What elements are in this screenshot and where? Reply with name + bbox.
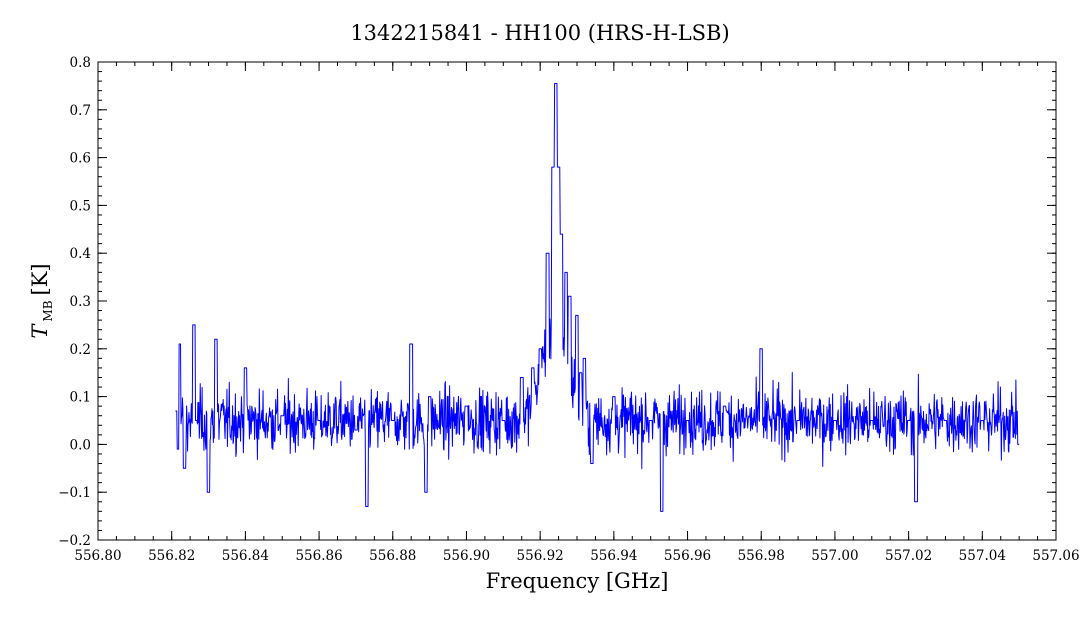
y-tick-label: 0.6: [70, 151, 91, 167]
x-axis-tick-labels: 556.80 556.82 556.84 556.86 556.88 556.90 556.…: [74, 548, 1079, 564]
series-line-spectrum: [175, 83, 1020, 512]
x-tick-label: 556.84: [222, 548, 269, 564]
y-axis-tick-labels: −0.2 −0.1 0.0 0.1 0.2 0.3 0.4 0.5 0.6 0.7 0.8: [58, 55, 91, 549]
x-tick-label: 557.04: [959, 548, 1006, 564]
y-axis-label: T MB [K]: [28, 263, 55, 338]
x-axis-label: Frequency [GHz]: [486, 569, 669, 593]
y-tick-label: −0.2: [58, 533, 91, 549]
axis-ticks: [97, 61, 1057, 541]
x-tick-label: 556.90: [443, 548, 490, 564]
y-tick-label: 0.7: [70, 103, 91, 119]
y-axis-label-symbol: T: [28, 323, 52, 339]
x-tick-label: 557.06: [1032, 548, 1079, 564]
y-axis-label-unit: [K]: [28, 263, 52, 295]
x-tick-label: 556.86: [295, 548, 342, 564]
chart-title: 1342215841 - HH100 (HRS-H-LSB): [350, 21, 729, 45]
y-tick-label: 0.1: [70, 390, 91, 406]
y-tick-label: 0.0: [70, 437, 91, 453]
x-tick-label: 556.82: [148, 548, 195, 564]
y-tick-label: 0.2: [70, 342, 91, 358]
y-tick-label: 0.4: [70, 246, 91, 262]
plot-area: [175, 83, 1020, 512]
y-tick-label: 0.5: [70, 198, 91, 214]
x-tick-label: 556.80: [74, 548, 121, 564]
y-tick-label: 0.8: [70, 55, 91, 71]
x-tick-label: 556.88: [369, 548, 416, 564]
x-tick-label: 556.98: [738, 548, 785, 564]
x-tick-label: 557.02: [885, 548, 932, 564]
x-tick-label: 556.92: [517, 548, 564, 564]
x-tick-label: 556.94: [590, 548, 637, 564]
y-tick-label: 0.3: [70, 294, 91, 310]
x-tick-label: 556.96: [664, 548, 711, 564]
svg-text:TMB[K]: T MB [K]: [28, 263, 55, 338]
y-tick-label: −0.1: [58, 485, 91, 501]
x-tick-label: 557.00: [811, 548, 858, 564]
y-axis-label-subscript: MB: [41, 300, 55, 321]
